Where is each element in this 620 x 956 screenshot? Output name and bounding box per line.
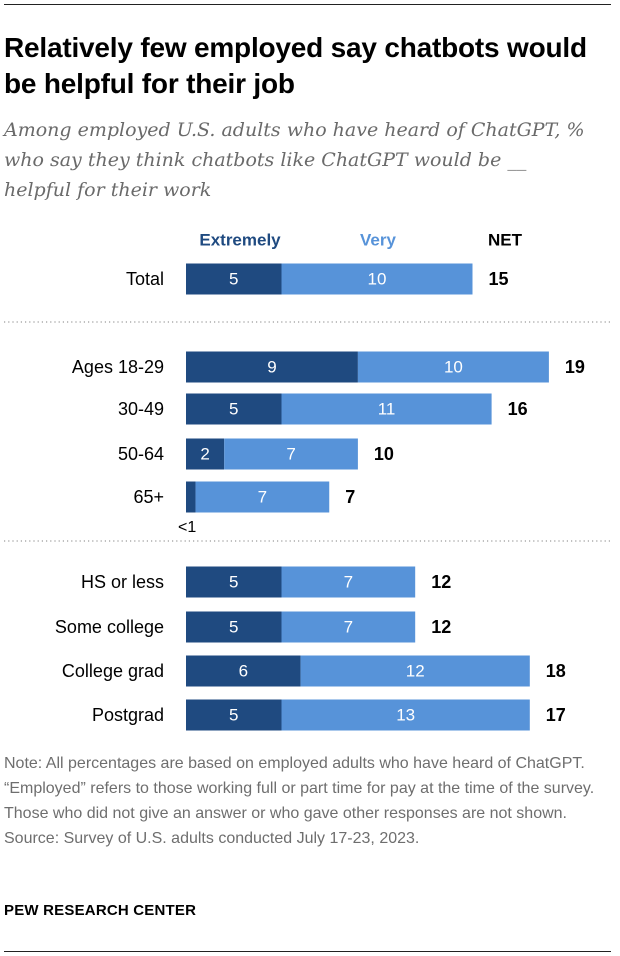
bar-label-very-some-college: 7 bbox=[344, 618, 353, 637]
bar-extremely-ages-18-29 bbox=[186, 351, 358, 383]
bar-extremely-30-49 bbox=[186, 393, 282, 425]
bar-very-ages-18-29 bbox=[357, 351, 549, 383]
bar-extremely-postgrad bbox=[186, 699, 282, 731]
source-text: Source: Survey of U.S. adults conducted … bbox=[4, 830, 420, 847]
top-rule bbox=[4, 4, 611, 5]
bar-label-extremely-postgrad: 5 bbox=[229, 706, 238, 725]
annotation-65: <1 bbox=[178, 519, 196, 536]
bar-extremely-hs-or-less bbox=[186, 566, 282, 598]
bar-label-extremely-some-college: 5 bbox=[229, 618, 238, 637]
legend-extremely: Extremely bbox=[199, 231, 281, 250]
category-label-hs-or-less: HS or less bbox=[81, 572, 164, 592]
category-label-some-college: Some college bbox=[55, 617, 164, 637]
bar-label-extremely-ages-18-29: 9 bbox=[267, 358, 276, 377]
net-value-college-grad: 18 bbox=[546, 661, 566, 681]
bar-extremely-total bbox=[186, 263, 282, 295]
chart-title: Relatively few employed say chatbots wou… bbox=[4, 32, 587, 99]
bar-label-very-college-grad: 12 bbox=[406, 662, 425, 681]
bar-label-extremely-50-64: 2 bbox=[200, 445, 209, 464]
bar-label-very-50-64: 7 bbox=[286, 445, 295, 464]
net-value-50-64: 10 bbox=[374, 444, 394, 464]
bar-label-very-ages-18-29: 10 bbox=[444, 358, 463, 377]
bar-label-very-hs-or-less: 7 bbox=[344, 573, 353, 592]
category-label-postgrad: Postgrad bbox=[92, 705, 164, 725]
category-label-ages-18-29: Ages 18-29 bbox=[72, 357, 164, 377]
net-value-65: 7 bbox=[345, 487, 355, 507]
net-value-30-49: 16 bbox=[508, 399, 528, 419]
category-label-30-49: 30-49 bbox=[118, 399, 164, 419]
bottom-rule bbox=[4, 951, 611, 952]
bar-very-50-64 bbox=[224, 438, 358, 470]
note-text: Note: All percentages are based on emplo… bbox=[4, 755, 595, 822]
bar-label-extremely-college-grad: 6 bbox=[239, 662, 248, 681]
bar-extremely-college-grad bbox=[186, 655, 301, 687]
category-label-college-grad: College grad bbox=[62, 661, 164, 681]
bar-label-extremely-30-49: 5 bbox=[229, 400, 238, 419]
bar-very-some-college bbox=[281, 611, 416, 643]
bar-very-65 bbox=[195, 481, 330, 513]
category-label-50-64: 50-64 bbox=[118, 444, 164, 464]
bar-label-extremely-hs-or-less: 5 bbox=[229, 573, 238, 592]
bar-label-extremely-total: 5 bbox=[229, 270, 238, 289]
category-label-65: 65+ bbox=[133, 487, 164, 507]
bar-very-postgrad bbox=[281, 699, 530, 731]
bar-very-total bbox=[281, 263, 473, 295]
net-value-some-college: 12 bbox=[431, 617, 451, 637]
bar-very-hs-or-less bbox=[281, 566, 416, 598]
bar-label-very-30-49: 11 bbox=[378, 400, 396, 419]
net-value-postgrad: 17 bbox=[546, 705, 566, 725]
bar-label-very-65: 7 bbox=[258, 488, 267, 507]
legend-very: Very bbox=[360, 231, 396, 250]
bar-extremely-some-college bbox=[186, 611, 282, 643]
chart-notes: Note: All percentages are based on emplo… bbox=[4, 751, 604, 851]
legend-net: NET bbox=[488, 231, 523, 250]
net-value-total: 15 bbox=[489, 269, 509, 289]
bar-very-30-49 bbox=[281, 393, 492, 425]
stacked-bar-chart: Extremely Very NET Total 5 10 15 Ages 18-29 9 10 1… bbox=[4, 231, 611, 731]
bar-very-college-grad bbox=[300, 655, 530, 687]
bar-label-very-postgrad: 13 bbox=[396, 706, 415, 725]
net-value-hs-or-less: 12 bbox=[431, 572, 451, 592]
chart-subtitle: Among employed U.S. adults who have hear… bbox=[4, 119, 585, 201]
bar-extremely-50-64 bbox=[186, 438, 225, 470]
bar-label-very-total: 10 bbox=[368, 270, 387, 289]
net-value-ages-18-29: 19 bbox=[565, 357, 585, 377]
pew-logo-text: PEW RESEARCH CENTER bbox=[4, 902, 197, 919]
bar-extremely-65 bbox=[186, 481, 196, 513]
category-label-total: Total bbox=[126, 269, 164, 289]
